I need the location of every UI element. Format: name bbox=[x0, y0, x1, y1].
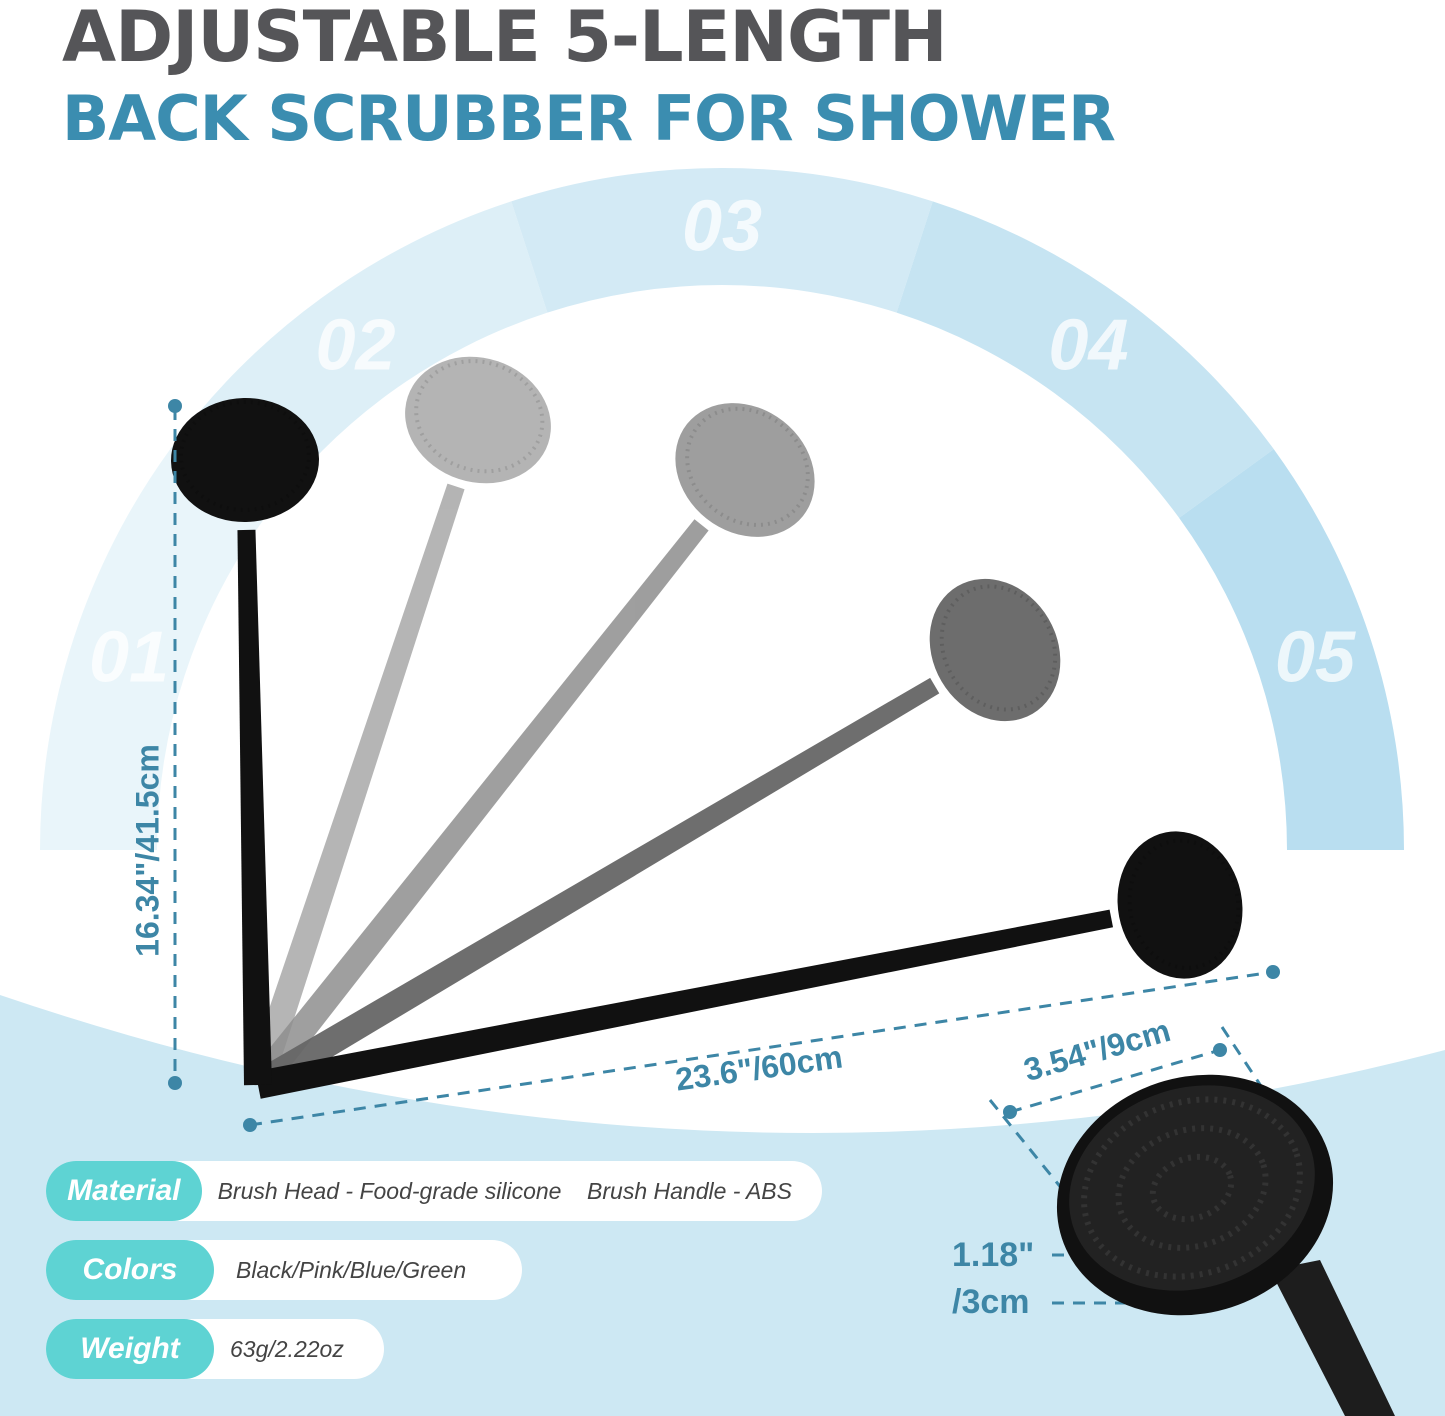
spec-label: Weight bbox=[46, 1319, 214, 1379]
length-position-label: 05 bbox=[1275, 617, 1356, 697]
head-thickness-label-1: 1.18" bbox=[952, 1236, 1035, 1274]
spec-value: 63g/2.22oz bbox=[230, 1335, 344, 1362]
length-position-label: 02 bbox=[315, 306, 395, 386]
spec-value: Black/Pink/Blue/Green bbox=[236, 1256, 467, 1283]
spec-label: Colors bbox=[46, 1240, 214, 1300]
brush-positions bbox=[171, 356, 1243, 1099]
spec-label: Material bbox=[46, 1161, 202, 1221]
brush bbox=[247, 403, 815, 1094]
dimension-dots bbox=[168, 399, 1280, 1132]
spec-weight: Weight 63g/2.22oz bbox=[46, 1319, 384, 1379]
head-thickness-label-2: /3cm bbox=[952, 1283, 1030, 1321]
spec-colors: Colors Black/Pink/Blue/Green bbox=[46, 1240, 522, 1300]
length-position-label: 04 bbox=[1048, 306, 1128, 386]
arc-segment bbox=[1179, 449, 1404, 850]
arc-segment bbox=[896, 201, 1274, 518]
arc-segment bbox=[511, 168, 933, 313]
brush bbox=[244, 356, 551, 1090]
length-position-label: 03 bbox=[682, 187, 762, 267]
spec-material: Material Brush Head - Food-grade silicon… bbox=[46, 1161, 822, 1221]
spec-value: Brush Head - Food-grade silicone Brush H… bbox=[217, 1177, 792, 1204]
page-title: ADJUSTABLE 5-LENGTH bbox=[62, 0, 948, 78]
brush-head-closeup bbox=[1056, 1074, 1395, 1416]
height-dimension-label: 16.34"/41.5cm bbox=[129, 744, 166, 957]
brush bbox=[171, 397, 319, 1086]
arc-segment bbox=[40, 449, 265, 850]
brush bbox=[255, 831, 1243, 1099]
length-arc: 01 02 03 04 05 bbox=[40, 168, 1404, 850]
length-position-label: 01 bbox=[89, 617, 169, 697]
brush bbox=[250, 578, 1061, 1098]
page-subtitle: BACK SCRUBBER FOR SHOWER bbox=[62, 82, 1116, 155]
